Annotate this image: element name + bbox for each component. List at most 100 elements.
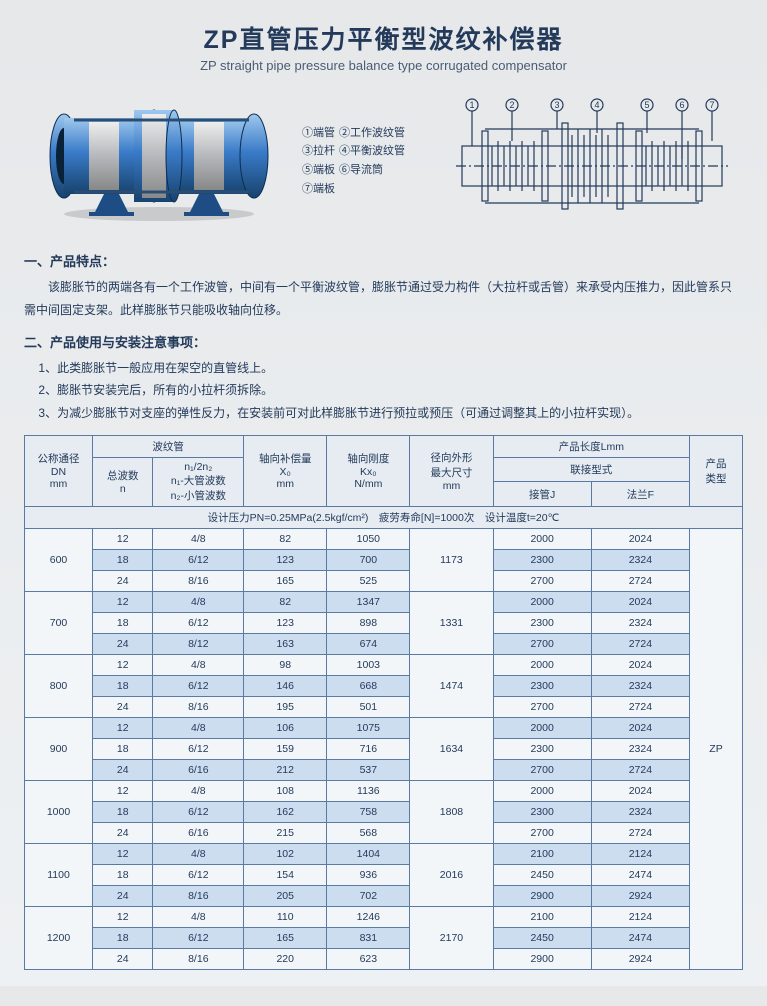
len-j-cell: 2300 <box>493 549 591 570</box>
len-j-cell: 2000 <box>493 780 591 801</box>
waves-cell: 12 <box>93 717 153 738</box>
len-f-cell: 2724 <box>591 696 689 717</box>
comp-cell: 195 <box>244 696 327 717</box>
stiff-cell: 525 <box>327 570 410 591</box>
len-f-cell: 2724 <box>591 570 689 591</box>
ratio-cell: 4/8 <box>153 906 244 927</box>
table-row: 186/1215971623002324 <box>25 738 743 759</box>
ratio-cell: 6/16 <box>153 822 244 843</box>
len-j-cell: 2100 <box>493 906 591 927</box>
stiff-cell: 1075 <box>327 717 410 738</box>
table-row: 248/1619550127002724 <box>25 696 743 717</box>
legend: ①端管②工作波纹管③拉杆④平衡波纹管⑤端板⑥导流筒⑦端板 <box>302 124 432 199</box>
waves-cell: 18 <box>93 864 153 885</box>
comp-cell: 82 <box>244 528 327 549</box>
ratio-cell: 6/12 <box>153 675 244 696</box>
stiff-cell: 831 <box>327 927 410 948</box>
waves-cell: 24 <box>93 696 153 717</box>
len-j-cell: 2700 <box>493 570 591 591</box>
legend-item: ①端管 <box>302 124 335 143</box>
legend-item: ⑤端板 <box>302 161 335 180</box>
column-header: 产品长度Lmm <box>493 435 690 457</box>
product-type-cell: ZP <box>690 528 743 969</box>
len-j-cell: 2000 <box>493 591 591 612</box>
comp-cell: 123 <box>244 612 327 633</box>
dn-cell: 1000 <box>25 780 93 843</box>
comp-cell: 165 <box>244 927 327 948</box>
svg-text:3: 3 <box>554 100 559 110</box>
len-f-cell: 2324 <box>591 675 689 696</box>
len-j-cell: 2900 <box>493 885 591 906</box>
ratio-cell: 4/8 <box>153 780 244 801</box>
outer-cell: 1474 <box>410 654 493 717</box>
len-f-cell: 2724 <box>591 633 689 654</box>
comp-cell: 220 <box>244 948 327 969</box>
stiff-cell: 1246 <box>327 906 410 927</box>
len-j-cell: 2450 <box>493 864 591 885</box>
column-header: 径向外形最大尺寸mm <box>410 435 493 506</box>
waves-cell: 18 <box>93 675 153 696</box>
len-f-cell: 2124 <box>591 843 689 864</box>
table-row: 246/1621253727002724 <box>25 759 743 780</box>
ratio-cell: 6/12 <box>153 801 244 822</box>
len-f-cell: 2324 <box>591 612 689 633</box>
list-item: 1、此类膨胀节一般应用在架空的直管线上。 <box>38 357 743 380</box>
comp-cell: 106 <box>244 717 327 738</box>
waves-cell: 18 <box>93 927 153 948</box>
table-row: 186/1215493624502474 <box>25 864 743 885</box>
len-j-cell: 2900 <box>493 948 591 969</box>
svg-text:4: 4 <box>594 100 599 110</box>
len-f-cell: 2024 <box>591 654 689 675</box>
len-j-cell: 2700 <box>493 759 591 780</box>
comp-cell: 123 <box>244 549 327 570</box>
comp-cell: 102 <box>244 843 327 864</box>
table-row: 246/1621556827002724 <box>25 822 743 843</box>
table-row: 186/1216275823002324 <box>25 801 743 822</box>
ratio-cell: 4/8 <box>153 717 244 738</box>
waves-cell: 24 <box>93 570 153 591</box>
ratio-cell: 8/16 <box>153 570 244 591</box>
ratio-cell: 6/12 <box>153 549 244 570</box>
stiff-cell: 568 <box>327 822 410 843</box>
len-j-cell: 2000 <box>493 717 591 738</box>
ratio-cell: 8/16 <box>153 885 244 906</box>
stiff-cell: 716 <box>327 738 410 759</box>
len-f-cell: 2474 <box>591 864 689 885</box>
ratio-cell: 4/8 <box>153 843 244 864</box>
comp-cell: 154 <box>244 864 327 885</box>
ratio-cell: 8/16 <box>153 696 244 717</box>
comp-cell: 205 <box>244 885 327 906</box>
legend-item: ④平衡波纹管 <box>339 142 405 161</box>
outer-cell: 1808 <box>410 780 493 843</box>
waves-cell: 18 <box>93 801 153 822</box>
comp-cell: 215 <box>244 822 327 843</box>
table-row: 186/1214666823002324 <box>25 675 743 696</box>
figure-row: ①端管②工作波纹管③拉杆④平衡波纹管⑤端板⑥导流筒⑦端板 1 2 3 4 5 6… <box>24 91 743 231</box>
svg-text:7: 7 <box>709 100 714 110</box>
ratio-cell: 6/12 <box>153 738 244 759</box>
len-j-cell: 2300 <box>493 612 591 633</box>
design-condition-row: 设计压力PN=0.25MPa(2.5kgf/cm²) 疲劳寿命[N]=1000次… <box>25 506 743 528</box>
stiff-cell: 537 <box>327 759 410 780</box>
waves-cell: 12 <box>93 843 153 864</box>
waves-cell: 12 <box>93 780 153 801</box>
stiff-cell: 700 <box>327 549 410 570</box>
table-row: 186/1216583124502474 <box>25 927 743 948</box>
column-header: n₁/2n₂n₁-大管波数n₂-小管波数 <box>153 457 244 506</box>
column-header: 波纹管 <box>93 435 244 457</box>
stiff-cell: 936 <box>327 864 410 885</box>
len-f-cell: 2324 <box>591 801 689 822</box>
stiff-cell: 623 <box>327 948 410 969</box>
len-f-cell: 2124 <box>591 906 689 927</box>
stiff-cell: 1404 <box>327 843 410 864</box>
comp-cell: 212 <box>244 759 327 780</box>
len-j-cell: 2000 <box>493 654 591 675</box>
waves-cell: 12 <box>93 591 153 612</box>
outer-cell: 1173 <box>410 528 493 591</box>
section-2-list: 1、此类膨胀节一般应用在架空的直管线上。2、膨胀节安装完后，所有的小拉杆须拆除。… <box>24 357 743 425</box>
comp-cell: 159 <box>244 738 327 759</box>
len-f-cell: 2924 <box>591 885 689 906</box>
comp-cell: 108 <box>244 780 327 801</box>
section-1-body: 该膨胀节的两端各有一个工作波管，中间有一个平衡波纹管，膨胀节通过受力构件（大拉杆… <box>24 276 743 322</box>
len-j-cell: 2100 <box>493 843 591 864</box>
